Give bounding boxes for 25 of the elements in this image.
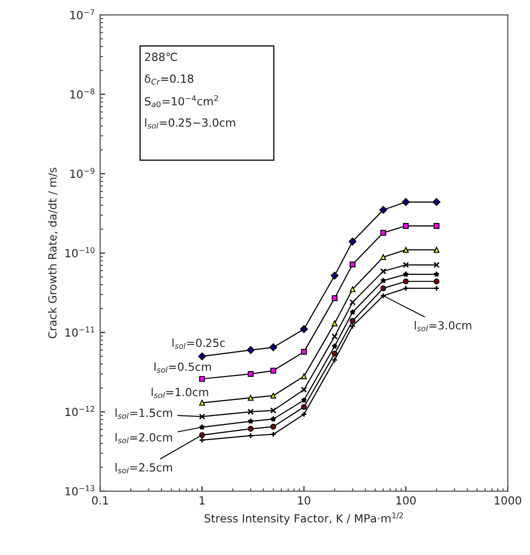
legend-label: l$_{sol}$=2.5cm: [116, 462, 172, 474]
series-label: l$_{sol}$=0.5cm: [154, 362, 211, 373]
x-tick-label: 100: [396, 496, 416, 505]
y-tick-label: 10$^{−9}$: [70, 168, 94, 178]
y-tick-label: 10$^{−10}$: [66, 247, 94, 258]
x-tick-label: 1: [200, 496, 205, 504]
series-label: l$_{sol}$=1.0cm: [152, 388, 208, 398]
series-label: l$_{sol}$=0.25c: [172, 338, 225, 349]
text: l$_{sol}$=2.0cm: [116, 432, 172, 444]
y-tick-label: 10$^{−7}$: [70, 9, 94, 20]
x-tick-label: 1000: [494, 496, 522, 505]
annotation: 288℃: [145, 52, 178, 62]
y-tick-label: 10$^{−8}$: [70, 88, 94, 99]
x-axis-title: Stress Intensity Factor, K / MPa·m$^{1/2}$: [204, 512, 403, 525]
y-axis-title: Crack Growth Rate, da/dt / m/s: [48, 168, 58, 338]
x-tick-label: 0.1: [92, 496, 108, 505]
y-tick-label: 10$^{−12}$: [66, 406, 94, 416]
text: l$_{sol}$=1.5cm: [116, 408, 172, 419]
annotation: S$_{a0}$=10$^{−4}$cm$^{2}$: [144, 95, 218, 108]
y-tick-label: 10$^{−11}$: [66, 326, 94, 337]
annotation: l$_{sol}$=0.25−3.0cm: [145, 118, 236, 129]
y-tick-label: 10$^{−13}$: [66, 485, 94, 496]
x-tick-label: 10: [298, 496, 310, 505]
legend-label: l$_{sol}$=3.0cm: [414, 320, 472, 332]
annotation: δ$_{Cr}$=0.18: [144, 74, 194, 85]
